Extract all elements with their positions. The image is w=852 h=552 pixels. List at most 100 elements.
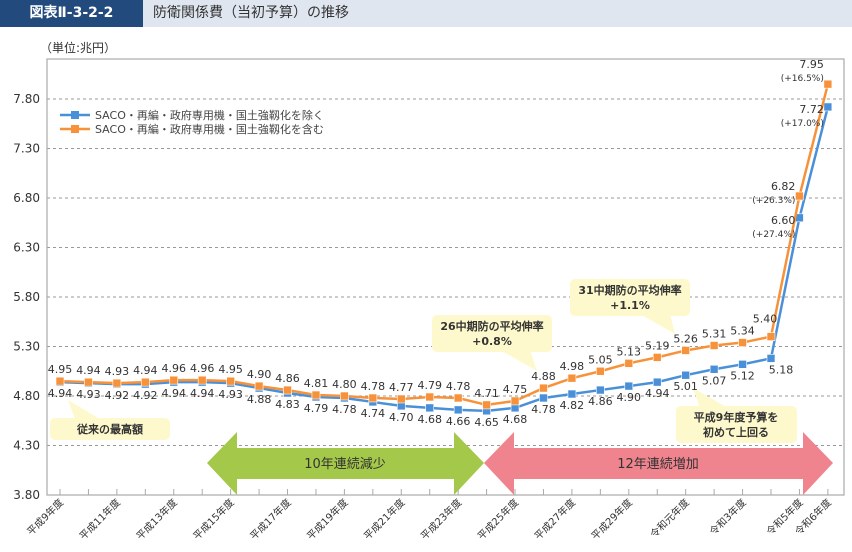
data-label: 4.95 (48, 363, 73, 376)
data-point (311, 390, 321, 400)
data-label: 4.88 (247, 393, 272, 406)
data-label: 4.93 (105, 365, 130, 378)
growth-label: (+27.4%) (752, 230, 795, 240)
x-tick-label: 平成11年度 (77, 496, 123, 542)
data-label: 4.74 (361, 407, 386, 420)
y-tick-label: 6.80 (13, 191, 40, 205)
data-point (169, 375, 179, 385)
data-point (596, 366, 605, 376)
data-label: 5.12 (730, 369, 755, 382)
x-tick-label: 平成15年度 (190, 496, 236, 542)
data-label: 4.94 (645, 387, 670, 400)
data-label: 4.94 (48, 387, 73, 400)
x-tick-label: 平成29年度 (588, 496, 634, 542)
data-point (738, 360, 747, 369)
data-label: 4.78 (332, 403, 357, 416)
data-label: 7.72 (799, 103, 824, 116)
figure-header: 図表Ⅱ-3-2-2 防衛関係費（当初予算）の推移 (0, 0, 852, 27)
series-line-0 (59, 106, 830, 413)
unit-label: （単位:兆円） (40, 40, 116, 55)
data-label: 4.65 (474, 416, 499, 429)
callout-prev-max-text: 従来の最高額 (76, 422, 143, 436)
data-label: 4.95 (218, 363, 243, 376)
data-label: 5.40 (753, 313, 778, 326)
decrease-arrow (207, 432, 484, 495)
y-tick-label: 7.80 (13, 92, 40, 106)
data-point (709, 364, 719, 374)
data-label: 6.82 (771, 180, 796, 193)
data-point (226, 376, 235, 386)
data-point (624, 381, 634, 391)
callout-exceed-line1: 平成9年度予算を (694, 410, 779, 424)
x-tick-label: 平成9年度 (24, 496, 66, 538)
data-point (425, 403, 435, 413)
plot-frame (46, 58, 845, 496)
data-point (709, 341, 719, 350)
data-label: 5.13 (617, 345, 642, 358)
figure-title: 防衛関係費（当初予算）の推移 (153, 5, 349, 21)
callout-mtdp31-line2: +1.1% (610, 299, 650, 312)
data-label: 5.07 (702, 374, 727, 387)
data-label: 6.60 (771, 214, 796, 227)
data-label: 4.92 (105, 389, 130, 402)
data-label: 4.96 (162, 362, 187, 375)
data-point (539, 393, 548, 403)
data-point (482, 400, 491, 410)
growth-label: (+26.3%) (752, 196, 795, 206)
data-label: 7.95 (799, 58, 824, 71)
x-tick-label: 平成13年度 (133, 496, 179, 542)
data-point (283, 385, 292, 395)
callout-exceed: 平成9年度予算を 初めて上回る (676, 388, 797, 443)
data-point (141, 377, 150, 387)
data-label: 4.94 (162, 387, 187, 400)
y-tick-label: 4.30 (13, 439, 40, 453)
growth-label: (+17.0%) (781, 119, 824, 129)
y-tick-label: 7.30 (13, 142, 40, 156)
data-point (453, 405, 463, 415)
data-point (510, 396, 520, 406)
increase-arrow (484, 432, 833, 495)
figure-id: 図表Ⅱ-3-2-2 (0, 0, 143, 27)
data-label: 4.94 (133, 364, 158, 377)
data-label: 4.82 (560, 399, 585, 412)
x-tick-label: 平成21年度 (361, 496, 407, 542)
callout-mtdp26: 26中期防の平均伸率 +0.8% (432, 315, 552, 371)
y-tick-label: 5.80 (13, 290, 40, 304)
data-label: 4.92 (133, 389, 158, 402)
data-label: 4.83 (275, 398, 300, 411)
data-point (738, 338, 747, 347)
data-point (823, 79, 833, 89)
data-label: 4.68 (417, 413, 442, 426)
data-label: 4.88 (531, 370, 556, 383)
data-label: 4.86 (275, 372, 300, 385)
data-point (567, 389, 577, 399)
data-point (197, 375, 207, 385)
data-point (624, 359, 634, 368)
data-label: 4.86 (588, 395, 613, 408)
callout-prev-max: 従来の最高額 (50, 400, 170, 440)
data-label: 5.19 (645, 339, 670, 352)
data-point (652, 353, 662, 362)
data-label: 4.68 (503, 413, 528, 426)
y-tick-label: 5.30 (13, 340, 40, 354)
data-label: 5.34 (730, 325, 755, 338)
y-tick-label: 3.80 (13, 488, 40, 502)
data-label: 4.98 (560, 360, 585, 373)
data-label: 4.90 (617, 391, 642, 404)
x-tick-label: 令和元年度 (647, 496, 692, 541)
data-point (368, 393, 378, 403)
data-label: 5.18 (769, 363, 794, 376)
x-tick-label: 平成27年度 (532, 496, 578, 542)
callout-mtdp26-line1: 26中期防の平均伸率 (440, 319, 543, 333)
data-label: 4.77 (389, 381, 414, 394)
data-point (596, 385, 605, 395)
data-label: 4.80 (332, 378, 357, 391)
data-label: 4.94 (190, 387, 215, 400)
data-label: 4.94 (76, 364, 101, 377)
callout-mtdp31-line1: 31中期防の平均伸率 (578, 283, 681, 297)
callout-mtdp31: 31中期防の平均伸率 +1.1% (570, 279, 690, 334)
legend-item-including: SACO・再編・政府専用機・国土強靱化を含む (60, 122, 324, 136)
data-point (453, 393, 463, 403)
data-label: 4.78 (446, 380, 471, 393)
